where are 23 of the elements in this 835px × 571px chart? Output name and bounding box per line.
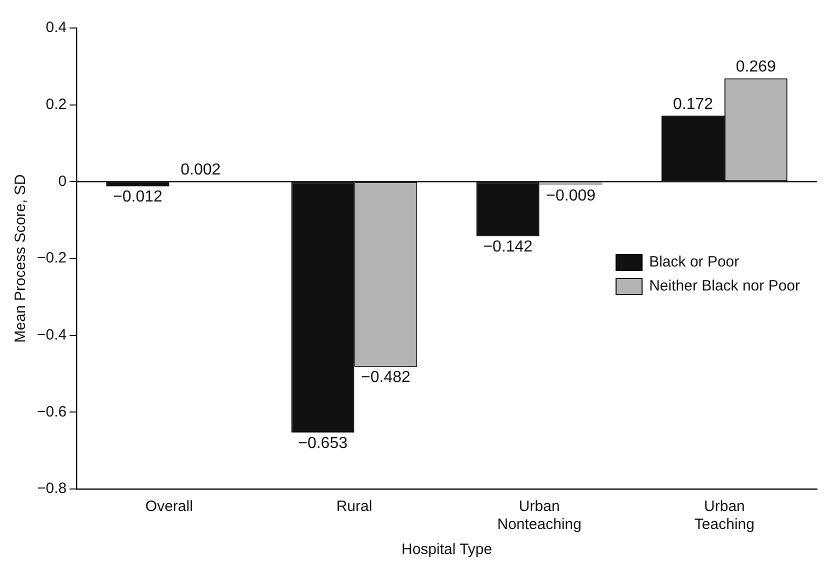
data-label: −0.009: [546, 188, 596, 205]
data-label: 0.172: [672, 96, 714, 113]
data-label: −0.653: [298, 434, 348, 452]
y-tick-label: 0.4: [46, 19, 67, 36]
data-label: −0.482: [361, 369, 411, 386]
x-tick-label: Urban Nonteaching: [497, 498, 582, 534]
data-label: −0.012: [113, 188, 162, 206]
y-tick-label: 0.2: [46, 96, 67, 113]
x-tick-label: Overall: [145, 498, 193, 516]
y-tick-label: −0.2: [36, 250, 67, 267]
y-tick-label: −0.4: [36, 326, 67, 344]
y-tick-label: 0: [58, 172, 67, 190]
y-tick-label: −0.6: [36, 403, 67, 420]
data-label: 0.002: [180, 161, 221, 178]
x-tick-label: Rural: [336, 498, 372, 516]
legend-label: Black or Poor: [649, 254, 740, 271]
legend-label: Neither Black nor Poor: [649, 278, 800, 295]
x-axis-title: Hospital Type: [402, 541, 492, 558]
data-label: 0.269: [736, 58, 776, 76]
data-label: −0.142: [483, 238, 533, 256]
y-axis-title: Mean Process Score, SD: [12, 174, 30, 343]
x-tick-label: Urban Teaching: [694, 498, 754, 534]
y-tick-label: −0.8: [36, 480, 67, 498]
